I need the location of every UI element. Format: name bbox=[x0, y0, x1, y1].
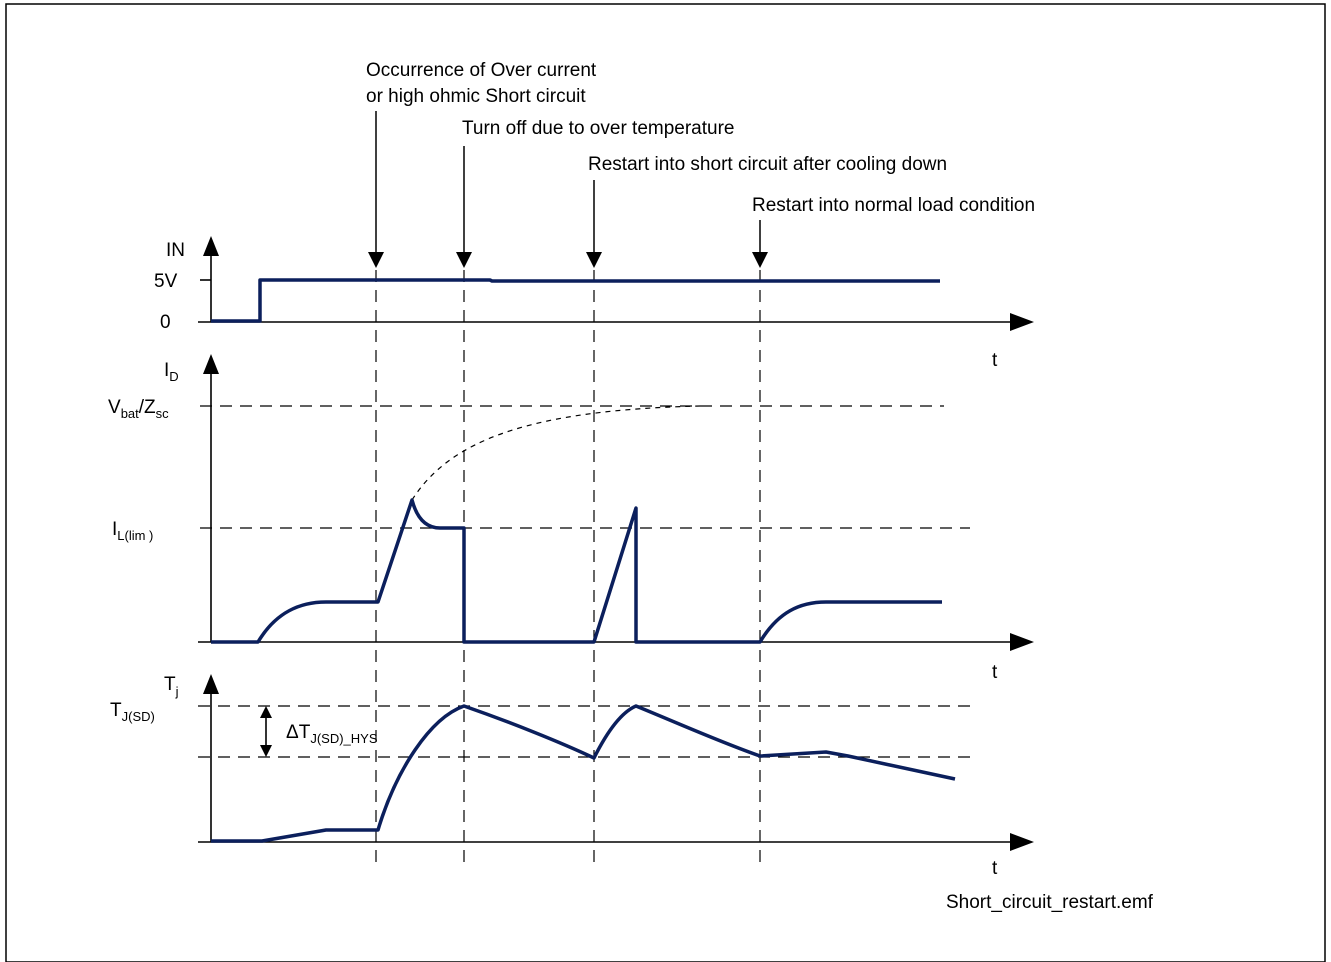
annotation-restart-normal: Restart into normal load condition bbox=[752, 195, 1035, 216]
tj-axis-label: Tj bbox=[164, 674, 179, 699]
id-y-axis-arrowhead bbox=[203, 354, 219, 374]
in-level-high-label: 5V bbox=[154, 271, 178, 292]
source-filename-label: Short_circuit_restart.emf bbox=[946, 892, 1154, 913]
tj-plot: Tj TJ(SD) ΔTJ(SD)_HYS t bbox=[110, 674, 1034, 879]
in-x-axis-arrowhead bbox=[1010, 313, 1034, 331]
id-axis-label: ID bbox=[164, 360, 179, 384]
tj-time-label: t bbox=[992, 858, 998, 879]
tj-signal-trace bbox=[211, 704, 956, 843]
in-time-label: t bbox=[992, 350, 998, 371]
arrow-head-restart-normal bbox=[752, 252, 768, 268]
shutdown-temperature-label: TJ(SD) bbox=[110, 700, 155, 724]
in-level-low-label: 0 bbox=[160, 312, 171, 333]
arrow-head-turn-off bbox=[456, 252, 472, 268]
in-signal-trace bbox=[211, 278, 940, 323]
id-x-axis-arrowhead bbox=[1010, 633, 1034, 651]
id-time-label: t bbox=[992, 662, 998, 683]
id-plot: ID Vbat/Zsc IL(lim ) t bbox=[108, 354, 1034, 683]
tj-x-axis-arrowhead bbox=[1010, 833, 1034, 851]
arrow-head-restart-short bbox=[586, 252, 602, 268]
annotation-overcurrent-line2: or high ohmic Short circuit bbox=[366, 86, 586, 107]
current-limit-label: IL(lim ) bbox=[112, 519, 153, 543]
in-y-axis-arrowhead bbox=[203, 236, 219, 256]
tj-y-axis-arrowhead bbox=[203, 674, 219, 694]
event-markers bbox=[375, 270, 761, 870]
annotation-arrows bbox=[368, 111, 768, 268]
annotation-turn-off: Turn off due to over temperature bbox=[462, 118, 735, 139]
vbat-zsc-label: Vbat/Zsc bbox=[108, 397, 169, 421]
annotation-restart-short: Restart into short circuit after cooling… bbox=[588, 154, 947, 175]
annotation-overcurrent-line1: Occurrence of Over current bbox=[366, 60, 597, 81]
in-plot: IN 5V 0 t bbox=[154, 236, 1034, 371]
hysteresis-arrowhead-top bbox=[260, 706, 272, 718]
id-signal-trace bbox=[211, 498, 942, 644]
diagram-frame bbox=[5, 3, 1326, 962]
unlimited-current-curve bbox=[411, 405, 701, 501]
hysteresis-arrowhead-bottom bbox=[260, 745, 272, 757]
in-axis-label: IN bbox=[166, 240, 185, 261]
arrow-head-overcurrent bbox=[368, 252, 384, 268]
hysteresis-label: ΔTJ(SD)_HYS bbox=[286, 722, 378, 746]
